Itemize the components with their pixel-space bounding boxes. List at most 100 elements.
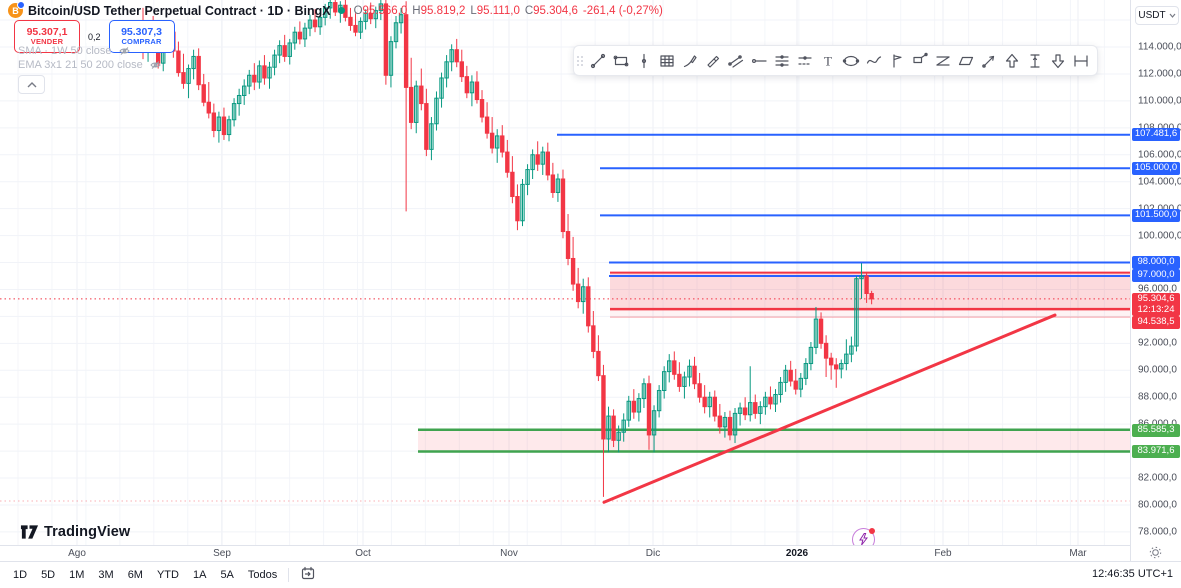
price-tick: 92.000,0 bbox=[1138, 337, 1177, 349]
flag-tool-icon[interactable] bbox=[885, 49, 908, 72]
ohlc-values: O95.566,0 H95.819,2 L95.111,0 C95.304,6 … bbox=[353, 4, 663, 17]
candlestick-series bbox=[140, 0, 874, 497]
demand-zone[interactable] bbox=[418, 428, 1130, 453]
buy-button[interactable]: 95.307,3 COMPRAR bbox=[108, 20, 175, 53]
range-button-1d[interactable]: 1D bbox=[13, 569, 28, 581]
arrow-tool-icon[interactable] bbox=[977, 49, 1000, 72]
price-tick: 82.000,0 bbox=[1138, 472, 1177, 484]
brush-tool-icon[interactable] bbox=[678, 49, 701, 72]
zone-price-badge: 94.538,5 bbox=[1132, 315, 1180, 329]
range-button-1m[interactable]: 1M bbox=[69, 569, 85, 581]
notification-dot bbox=[869, 528, 875, 534]
zone-price-badge: 83.971,6 bbox=[1132, 445, 1180, 459]
horizontal-ray-tool-icon[interactable] bbox=[747, 49, 770, 72]
level-price-badge: 105.000,0 bbox=[1132, 161, 1180, 175]
drawing-toolbar: T bbox=[573, 45, 1098, 76]
flat-channel-tool-icon[interactable] bbox=[770, 49, 793, 72]
currency-label: USDT bbox=[1138, 10, 1166, 21]
vertical-line-tool-icon[interactable] bbox=[632, 49, 655, 72]
price-note-tool-icon[interactable] bbox=[908, 49, 931, 72]
currency-dropdown[interactable]: USDT bbox=[1135, 6, 1179, 25]
price-tick: 100.000,0 bbox=[1138, 230, 1181, 242]
time-axis-label: Nov bbox=[500, 548, 518, 559]
parallelogram-tool-icon[interactable] bbox=[954, 49, 977, 72]
date-range-tool-icon[interactable] bbox=[1069, 49, 1092, 72]
curve-tool-icon[interactable] bbox=[862, 49, 885, 72]
sell-button[interactable]: 95.307,1 VENDER bbox=[14, 20, 80, 53]
eye-off-icon[interactable] bbox=[118, 45, 131, 57]
price-tick: 104.000,0 bbox=[1138, 176, 1181, 188]
price-tick: 78.000,0 bbox=[1138, 526, 1177, 538]
chevron-down-icon bbox=[1169, 13, 1176, 18]
indicator-label: SMA · 1W 50 close bbox=[18, 45, 112, 57]
rectangle-tool-icon[interactable] bbox=[609, 49, 632, 72]
range-button-todos[interactable]: Todos bbox=[247, 569, 278, 581]
fib-retracement-tool-icon[interactable] bbox=[931, 49, 954, 72]
price-tick: 108.000,0 bbox=[1138, 122, 1181, 133]
disjoint-channel-tool-icon[interactable] bbox=[793, 49, 816, 72]
price-tick: 114.000,0 bbox=[1138, 41, 1181, 53]
text-tool-icon[interactable]: T bbox=[816, 49, 839, 72]
tradingview-logo-text: TradingView bbox=[44, 524, 131, 540]
level-price-badge: 107.481,6 bbox=[1132, 128, 1180, 142]
time-axis-label: 2026 bbox=[785, 548, 809, 559]
range-button-5d[interactable]: 5D bbox=[41, 569, 56, 581]
price-axis[interactable]: USDT 114.000,0 112.000,0 110.000,0 108.000,… bbox=[1130, 0, 1181, 561]
go-to-date-button[interactable] bbox=[295, 564, 321, 586]
gann-box-tool-icon[interactable] bbox=[655, 49, 678, 72]
time-axis-label: Feb bbox=[934, 548, 952, 559]
price-tick: 110.000,0 bbox=[1138, 95, 1181, 107]
price-tick: 96.000,0 bbox=[1138, 283, 1177, 295]
svg-text:T: T bbox=[824, 53, 832, 68]
range-selector: 1D 5D 1M 3M 6M YTD 1A 5A Todos bbox=[8, 567, 282, 583]
range-button-ytd[interactable]: YTD bbox=[156, 569, 179, 581]
ellipse-tool-icon[interactable] bbox=[839, 49, 862, 72]
trade-panel: 95.307,1 VENDER 0,2 95.307,3 COMPRAR bbox=[14, 20, 175, 53]
arrow-down-tool-icon[interactable] bbox=[1046, 49, 1069, 72]
price-tick: 112.000,0 bbox=[1138, 68, 1181, 80]
collapse-legend-button[interactable] bbox=[18, 75, 45, 94]
indicator-row-sma[interactable]: SMA · 1W 50 close bbox=[18, 45, 131, 57]
supply-zone[interactable] bbox=[610, 271, 1130, 318]
tradingview-logo[interactable]: TradingView bbox=[20, 524, 130, 540]
marker-tool-icon[interactable] bbox=[701, 49, 724, 72]
current-price-badge: 95.304,6 12:13:24 bbox=[1132, 292, 1180, 316]
spread-value: 0,2 bbox=[86, 30, 103, 43]
symbol-header[interactable]: B Bitcoin/USD Tether Perpetual Contract … bbox=[8, 1, 663, 18]
indicator-label: EMA 3x1 21 50 200 close bbox=[18, 59, 143, 71]
price-range-tool-icon[interactable] bbox=[1023, 49, 1046, 72]
level-price-badge: 97.000,0 bbox=[1132, 269, 1180, 283]
axis-settings-button[interactable] bbox=[1149, 546, 1162, 564]
trend-line-tool-icon[interactable] bbox=[586, 49, 609, 72]
bottom-toolbar: 1D 5D 1M 3M 6M YTD 1A 5A Todos 12:46:35 UTC+1 bbox=[0, 561, 1181, 588]
indicator-row-ema[interactable]: EMA 3x1 21 50 200 close bbox=[18, 59, 162, 71]
price-tick: 88.000,0 bbox=[1138, 391, 1177, 403]
time-axis[interactable]: Ago Sep Oct Nov Dic 2026 Feb Mar bbox=[0, 545, 1130, 562]
lightning-icon bbox=[859, 533, 869, 546]
change-value: -261,4 (-0,27%) bbox=[582, 4, 663, 17]
level-price-badge: 98.000,0 bbox=[1132, 256, 1180, 269]
time-axis-label: Oct bbox=[355, 548, 371, 559]
time-axis-label: Ago bbox=[68, 548, 86, 559]
session-clock[interactable]: 12:46:35 UTC+1 bbox=[1091, 568, 1173, 580]
market-status-icon bbox=[337, 7, 345, 14]
parallel-channel-tool-icon[interactable] bbox=[724, 49, 747, 72]
gridlines bbox=[0, 0, 1130, 545]
range-button-1a[interactable]: 1A bbox=[192, 569, 207, 581]
divider bbox=[288, 568, 290, 582]
range-button-3m[interactable]: 3M bbox=[98, 569, 114, 581]
price-tick: 102.000,0 bbox=[1138, 203, 1181, 214]
chart-canvas[interactable] bbox=[0, 0, 1130, 561]
arrow-up-tool-icon[interactable] bbox=[1000, 49, 1023, 72]
time-axis-label: Dic bbox=[645, 548, 661, 559]
price-tick: 80.000,0 bbox=[1138, 499, 1177, 511]
symbol-title[interactable]: Bitcoin/USD Tether Perpetual Contract · … bbox=[28, 3, 331, 18]
toolbar-drag-handle[interactable] bbox=[576, 53, 585, 69]
level-price-badge: 101.500,0 bbox=[1132, 208, 1180, 222]
ascending-trendline[interactable] bbox=[602, 313, 1057, 504]
range-button-6m[interactable]: 6M bbox=[127, 569, 143, 581]
range-button-5a[interactable]: 5A bbox=[220, 569, 234, 581]
tradingview-mark-icon bbox=[20, 525, 39, 539]
eye-off-icon[interactable] bbox=[149, 59, 162, 71]
